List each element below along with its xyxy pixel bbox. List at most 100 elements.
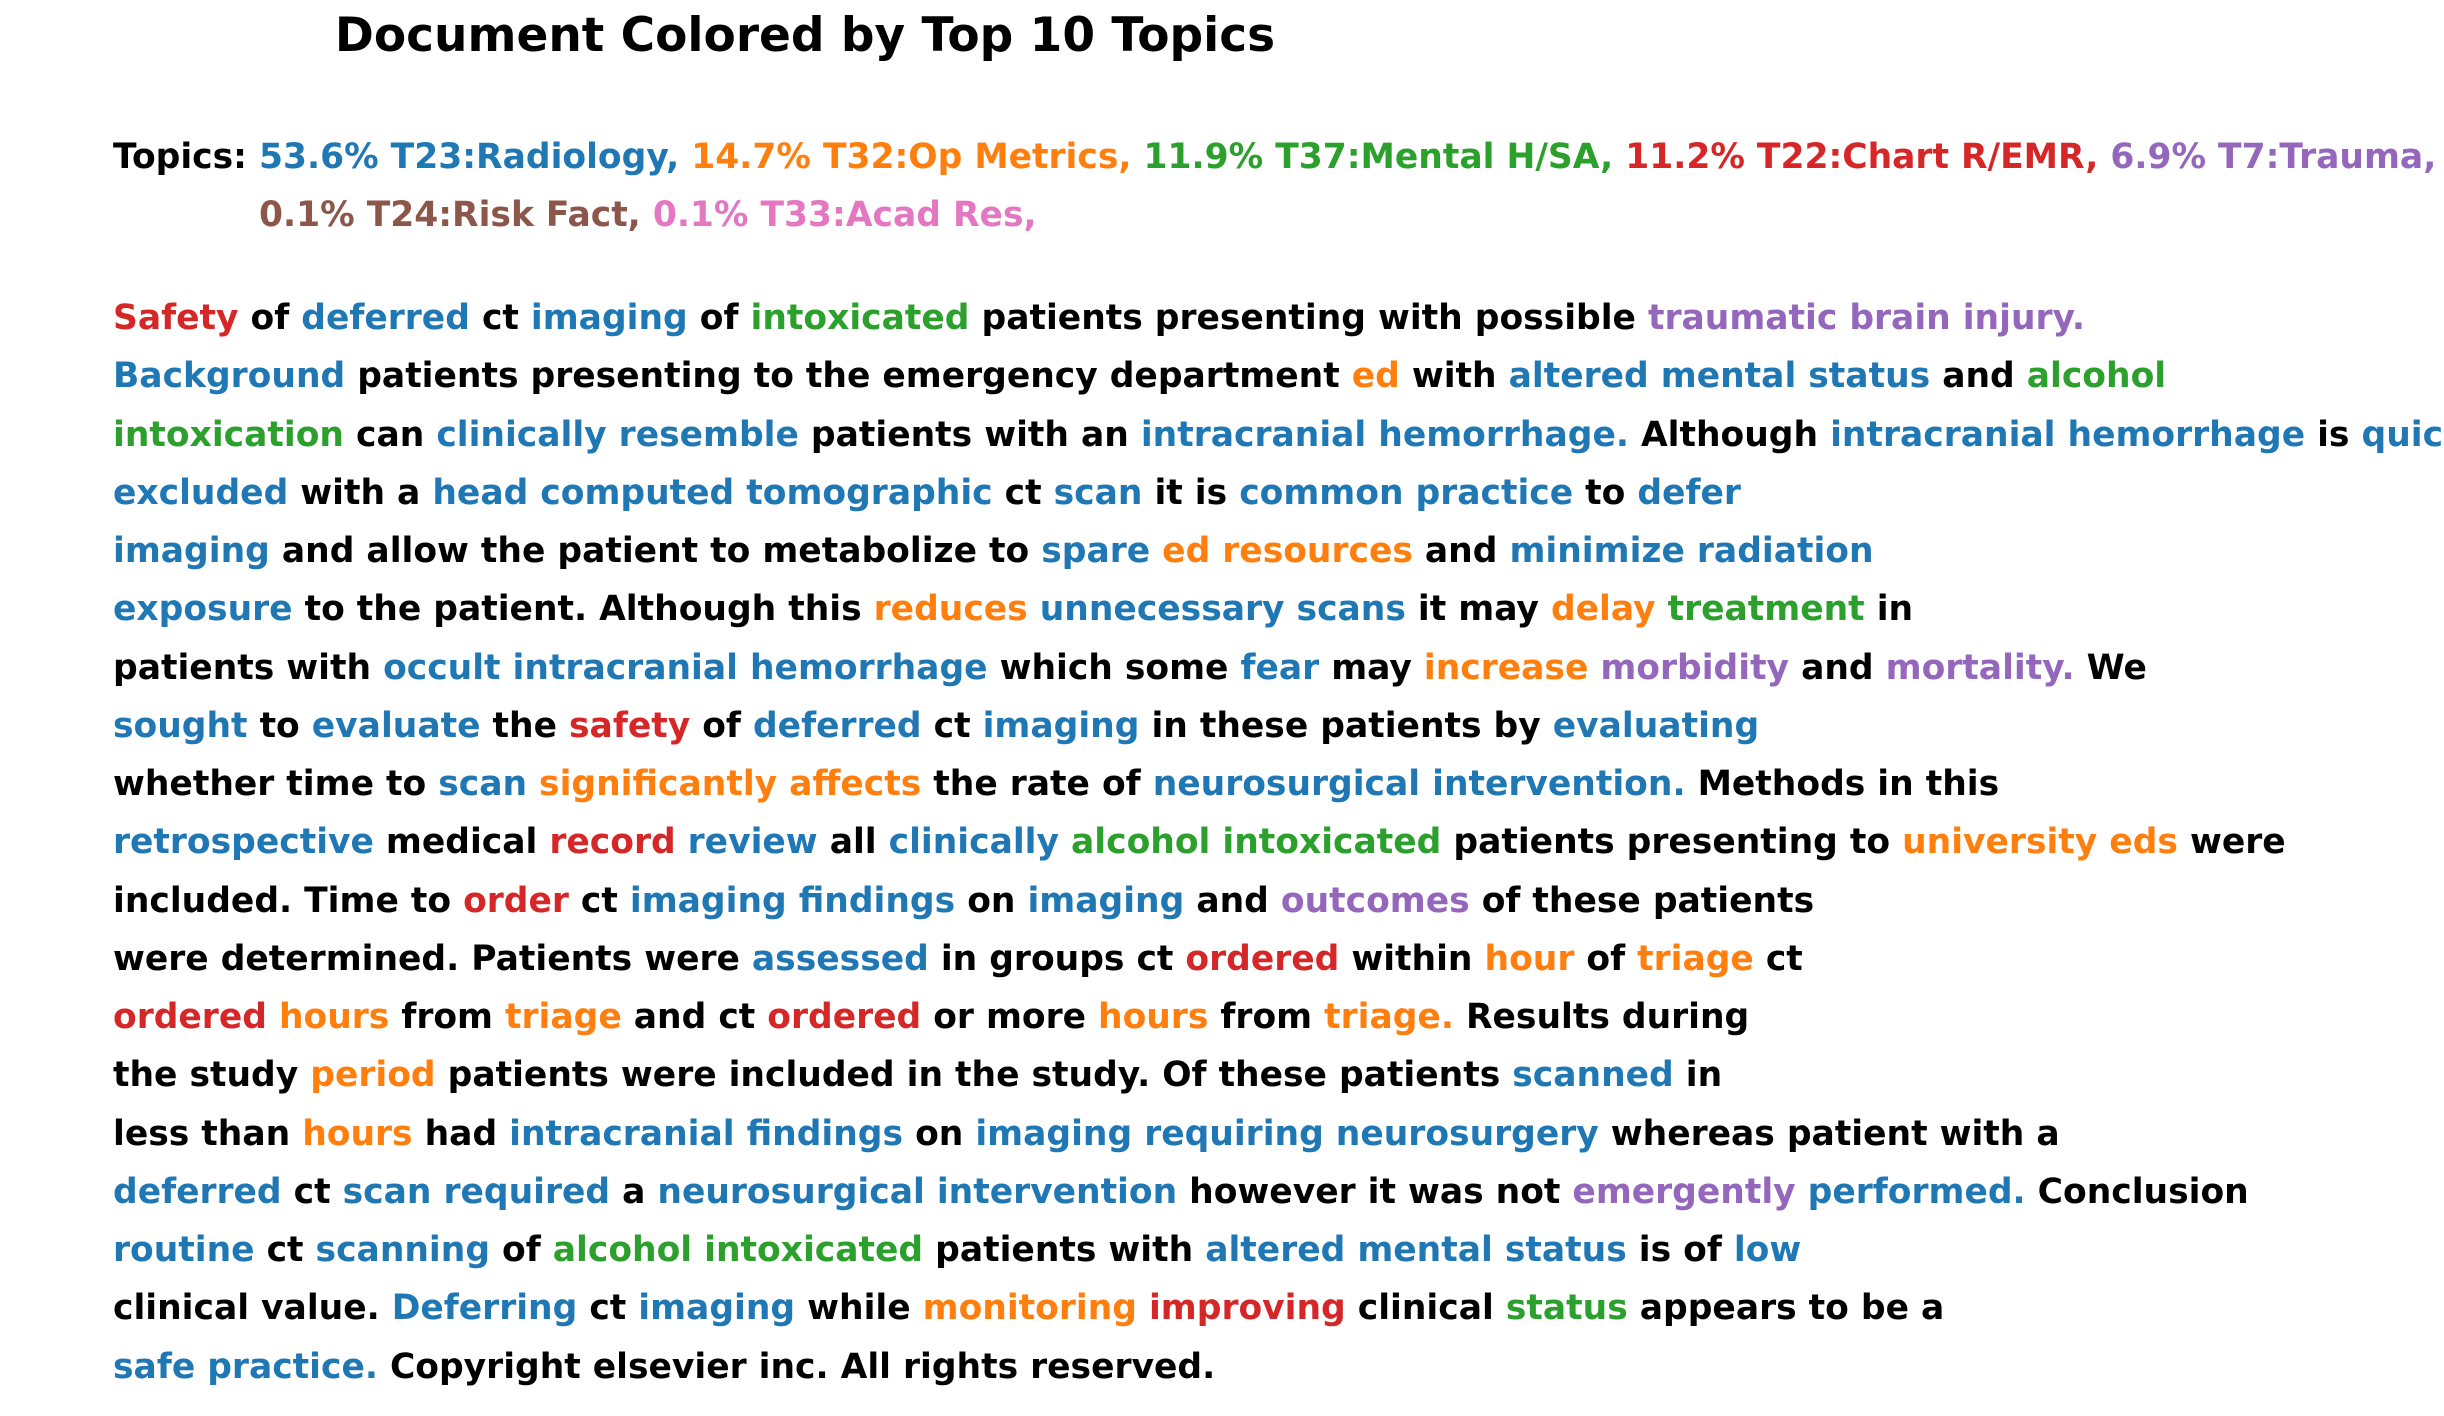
topic-term: altered mental status <box>1205 1230 1627 1270</box>
topic-term: period <box>310 1055 436 1096</box>
plain-text: appears to be a <box>1639 1288 1945 1329</box>
plain-text: ct <box>481 298 519 338</box>
plain-text: in <box>1876 589 1914 630</box>
plain-text: is of <box>1638 1230 1722 1270</box>
topic-term: scan required <box>342 1171 611 1212</box>
plain-text: in groups ct <box>940 938 1174 979</box>
topic-term: evaluating <box>1552 705 1760 746</box>
plain-text: Copyright elsevier inc. All rights reser… <box>389 1346 1216 1387</box>
topic-term: intracranial hemorrhage <box>1830 414 2306 455</box>
plain-text: from <box>1220 997 1313 1037</box>
plain-text: and <box>1196 880 1269 921</box>
plain-text: ct <box>1004 472 1042 513</box>
plain-text: We <box>2086 647 2147 688</box>
topic-term: emergently <box>1572 1171 1796 1212</box>
topic-term: triage <box>1637 938 1754 979</box>
plain-text: to <box>1585 472 1626 513</box>
text-line: intoxication can clinically resemble pat… <box>113 410 2444 460</box>
topic-term: ordered <box>1185 938 1340 979</box>
text-line: sought to evaluate the safety of deferre… <box>113 701 1759 751</box>
text-line: safe practice. Copyright elsevier inc. A… <box>113 1342 1215 1392</box>
plain-text: patients presenting to <box>1453 822 1891 863</box>
plain-text: of <box>1586 938 1626 979</box>
plain-text: or more <box>933 997 1087 1037</box>
plain-text: of <box>699 298 739 338</box>
topic-term: excluded <box>113 472 289 513</box>
topic-entry: 53.6% T23:Radiology, <box>258 137 680 177</box>
plain-text: to <box>259 705 300 746</box>
plain-text: it is <box>1154 472 1228 513</box>
topic-term: intoxication <box>113 414 344 455</box>
text-line: deferred ct scan required a neurosurgica… <box>113 1167 2249 1217</box>
topic-term: hours <box>278 997 390 1037</box>
topic-term: head computed tomographic <box>432 472 993 513</box>
topic-term: deferred <box>301 298 470 338</box>
plain-text: and <box>1424 531 1498 571</box>
topic-term: record <box>549 822 676 863</box>
plain-text: of <box>250 298 290 338</box>
text-line: less than hours had intracranial finding… <box>113 1109 2060 1159</box>
document-title: Document Colored by Top 10 Topics <box>334 8 1276 63</box>
text-line: retrospective medical record review all … <box>113 817 2286 867</box>
plain-text: and <box>1942 356 2015 397</box>
topics-label: Topics: <box>113 137 247 177</box>
text-line: imaging and allow the patient to metabol… <box>113 526 1874 576</box>
topic-entry: 14.7% T32:Op Metrics, <box>691 137 1132 177</box>
plain-text: in <box>1685 1055 1723 1096</box>
topic-term: imaging <box>1027 880 1185 921</box>
plain-text: however it was not <box>1189 1171 1561 1212</box>
topic-entry: 11.9% T37:Mental H/SA, <box>1143 137 1614 177</box>
topic-term: safety <box>569 705 691 746</box>
plain-text: and allow the patient to metabolize to <box>281 531 1030 571</box>
topic-term: intracranial hemorrhage. <box>1140 414 1629 455</box>
topic-term: altered mental status <box>1508 356 1931 397</box>
plain-text: from <box>401 997 494 1037</box>
plain-text: to the patient. Although this <box>304 589 862 630</box>
text-line: excluded with a head computed tomographi… <box>113 468 1741 518</box>
topic-term: imaging <box>530 298 688 338</box>
topic-term: alcohol intoxicated <box>1071 822 1442 863</box>
topic-term: hours <box>1098 997 1209 1037</box>
topic-entry: 0.1% T24:Risk Fact, <box>259 195 641 235</box>
topic-term: scanned <box>1512 1055 1674 1096</box>
topic-term: delay <box>1550 589 1656 630</box>
topic-term: sought <box>113 705 248 746</box>
plain-text: on <box>967 880 1016 921</box>
topic-term: triage <box>505 997 622 1037</box>
topic-term: retrospective <box>113 822 374 863</box>
topic-term: unnecessary scans <box>1039 589 1406 630</box>
plain-text: the rate of <box>933 764 1141 804</box>
topic-term: routine <box>113 1230 255 1270</box>
plain-text: a <box>622 1171 646 1212</box>
topic-term: Safety <box>113 298 239 338</box>
topic-term: scan <box>438 764 528 804</box>
plain-text: patients with <box>113 647 372 688</box>
topic-term: university eds <box>1902 822 2178 863</box>
plain-text: were <box>2189 822 2286 863</box>
plain-text: patients with an <box>810 414 1129 455</box>
topic-term: clinically <box>888 822 1060 863</box>
topic-term: improving <box>1148 1288 1346 1329</box>
topic-term: defer <box>1637 472 1741 513</box>
topic-term: imaging <box>982 705 1140 746</box>
plain-text: within <box>1351 938 1473 979</box>
topic-term: low <box>1733 1230 1802 1270</box>
topic-term: deferred <box>752 705 922 746</box>
plain-text: clinical <box>1357 1288 1494 1329</box>
plain-text: may <box>1331 647 1412 688</box>
text-line: were determined. Patients were assessed … <box>113 934 1803 984</box>
topic-term: quickly <box>2361 414 2444 455</box>
topic-term: fear <box>1240 647 1320 688</box>
text-line: clinical value. Deferring ct imaging whi… <box>113 1283 1944 1333</box>
topic-term: ed resources <box>1162 531 1413 571</box>
plain-text: ct <box>933 705 971 746</box>
topic-term: spare <box>1041 531 1151 571</box>
plain-text: it may <box>1417 589 1539 630</box>
topic-term: mortality. <box>1885 647 2075 688</box>
topic-term: scanning <box>315 1230 491 1270</box>
topics-legend-line-1: Topics: 53.6% T23:Radiology, 14.7% T32:O… <box>113 132 2436 182</box>
plain-text: ct <box>580 880 618 921</box>
topic-term: common practice <box>1239 472 1574 513</box>
plain-text: ct <box>1765 938 1803 979</box>
topic-term: traumatic brain injury. <box>1647 298 2085 338</box>
